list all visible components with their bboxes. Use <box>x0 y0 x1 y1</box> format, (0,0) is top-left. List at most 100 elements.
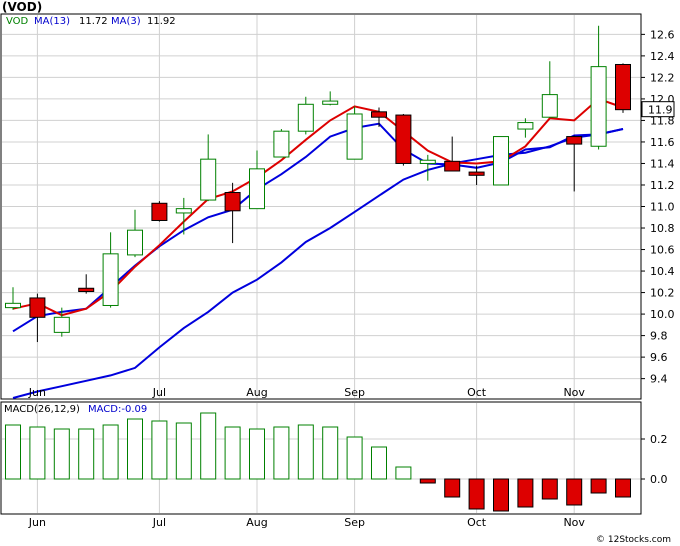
macd-bar-positive <box>102 424 119 480</box>
candle-up <box>517 122 534 130</box>
legend-ma13-value: 11.72 <box>79 16 108 27</box>
y-tick-label: 12.2 <box>650 71 675 84</box>
macd-bar-positive <box>5 424 21 480</box>
macd-bar-positive <box>224 426 241 480</box>
candle-down <box>566 136 583 145</box>
x-tick-label: Nov <box>563 516 585 529</box>
macd-bar-positive <box>175 422 192 480</box>
macd-bar-positive <box>273 426 290 480</box>
candle-up <box>590 66 607 147</box>
y-tick-label: 10.6 <box>650 244 675 257</box>
candles-layer <box>5 25 631 343</box>
candle-up <box>249 168 265 210</box>
x-tick-label: Jun <box>28 516 46 529</box>
price-legend: VOD MA(13) 11.72 MA(3) 11.92 <box>6 16 176 27</box>
candle-down <box>615 63 631 111</box>
macd-y-tick-label: 0.0 <box>650 473 668 486</box>
macd-bar-negative <box>590 478 607 494</box>
x-tick-label: Jul <box>152 386 166 399</box>
candle-up <box>322 100 339 105</box>
y-tick-label: 9.6 <box>650 351 668 364</box>
macd-bar-negative <box>493 478 509 512</box>
y-tick-label: 10.4 <box>650 265 675 278</box>
macd-bar-positive <box>322 426 339 480</box>
current-price-label: 11.9 <box>648 104 673 117</box>
macd-bar-positive <box>78 428 95 480</box>
candle-down <box>395 114 412 164</box>
legend-ma13-label: MA(13) <box>34 16 70 27</box>
macd-legend-value: MACD:-0.09 <box>88 404 147 415</box>
y-tick-label: 11.4 <box>650 157 675 170</box>
candle-down <box>78 287 95 292</box>
candle-up <box>5 302 21 309</box>
candle-up <box>297 103 314 132</box>
y-tick-label: 12.6 <box>650 28 675 41</box>
macd-bar-negative <box>541 478 558 500</box>
x-tick-label: Sep <box>344 516 365 529</box>
macd-bar-positive <box>127 418 143 480</box>
macd-bar-positive <box>53 428 70 480</box>
candle-down <box>151 202 168 221</box>
candle-down <box>224 192 241 212</box>
macd-y-tick-label: 0.2 <box>650 433 668 446</box>
candle-up <box>419 159 436 164</box>
chart-title: (VOD) <box>2 0 42 14</box>
macd-bar-positive <box>249 428 265 480</box>
macd-bar-positive <box>371 446 387 480</box>
legend-symbol: VOD <box>6 16 29 27</box>
x-tick-label: Oct <box>467 516 487 529</box>
candle-up <box>273 130 290 158</box>
y-tick-label: 11.8 <box>650 114 675 127</box>
macd-bar-negative <box>566 478 583 506</box>
x-tick-label: Aug <box>246 516 267 529</box>
macd-bar-positive <box>200 412 217 480</box>
candle-down <box>29 297 46 318</box>
moving-average-layer <box>12 97 624 399</box>
y-tick-label: 9.8 <box>650 330 668 343</box>
legend-ma3-value: 11.92 <box>147 16 176 27</box>
macd-bar-negative <box>517 478 534 508</box>
y-tick-label: 11.6 <box>650 136 675 149</box>
candle-down <box>468 171 485 176</box>
macd-bars-layer <box>5 412 631 512</box>
macd-legend: MACD(26,12,9) MACD:-0.09 <box>4 404 147 415</box>
grid-layer <box>2 15 640 513</box>
candle-up <box>200 158 217 201</box>
macd-bar-negative <box>615 478 631 498</box>
macd-bar-positive <box>29 426 46 480</box>
ma-slow-line <box>12 128 624 399</box>
candle-up <box>102 253 119 306</box>
x-tick-label: Jul <box>152 516 166 529</box>
candle-up <box>493 136 509 186</box>
y-tick-label: 10.2 <box>650 287 675 300</box>
candle-up <box>127 229 143 256</box>
y-tick-label: 9.4 <box>650 373 668 386</box>
candle-down <box>444 160 461 172</box>
legend-ma3-label: MA(3) <box>111 16 141 27</box>
x-tick-label: Aug <box>246 386 267 399</box>
candle-down <box>371 111 387 118</box>
y-tick-label: 11.0 <box>650 201 675 214</box>
candle-up <box>175 208 192 214</box>
x-tick-label: Nov <box>563 386 585 399</box>
macd-bar-positive <box>151 420 168 480</box>
candle-up <box>53 316 70 333</box>
current-price-tag: 11.9 <box>641 101 675 118</box>
candle-up <box>541 94 558 118</box>
candle-up <box>346 113 363 160</box>
x-tick-label: Oct <box>467 386 487 399</box>
y-tick-label: 10.8 <box>650 222 675 235</box>
x-tick-label: Sep <box>344 386 365 399</box>
macd-panel-frame <box>0 401 642 515</box>
y-tick-label: 11.2 <box>650 179 675 192</box>
y-tick-label: 10.0 <box>650 308 675 321</box>
watermark: © 12Stocks.com <box>596 535 671 545</box>
y-tick-label: 12.4 <box>650 50 675 63</box>
x-tick-label: Jun <box>28 386 46 399</box>
macd-bar-positive <box>395 466 412 480</box>
macd-bar-positive <box>346 436 363 480</box>
macd-bar-negative <box>419 478 436 484</box>
macd-bar-positive <box>297 424 314 480</box>
